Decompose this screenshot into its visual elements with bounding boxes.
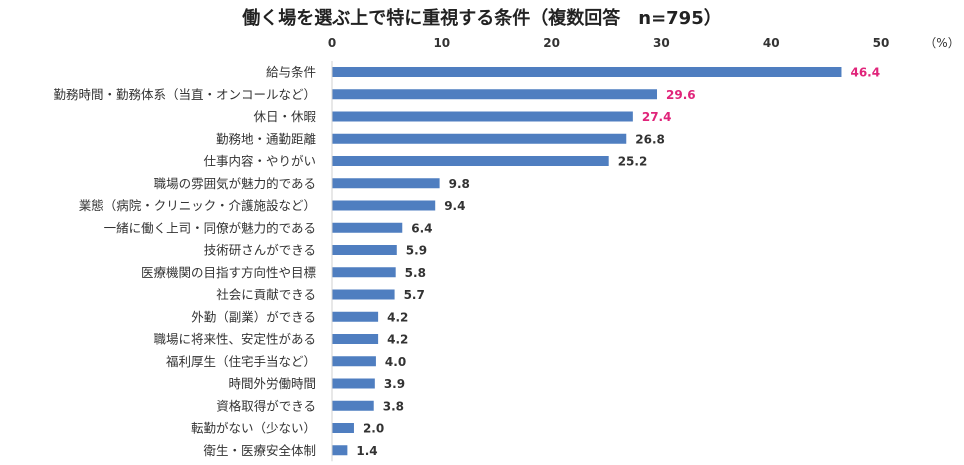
bar	[332, 311, 379, 322]
value-label: 4.2	[387, 333, 408, 347]
category-label: 給与条件	[266, 65, 316, 80]
x-tick-label: 50	[873, 36, 890, 50]
value-label: 27.4	[642, 110, 672, 124]
value-label: 3.9	[384, 377, 405, 391]
bar	[332, 445, 348, 456]
value-label: 9.8	[449, 177, 470, 191]
chart-title: 働く場を選ぶ上で特に重視する条件（複数回答 n=795）	[242, 8, 722, 29]
bar	[332, 267, 396, 278]
category-label: 休日・休暇	[253, 109, 316, 124]
category-label: 福利厚生（住宅手当など）	[166, 354, 316, 369]
category-label: 仕事内容・やりがい	[203, 154, 316, 169]
bar	[332, 156, 609, 166]
category-label: 勤務地・通勤距離	[216, 131, 317, 146]
bar	[332, 67, 842, 77]
category-label: 時間外労働時間	[228, 376, 316, 391]
bar	[332, 423, 354, 433]
category-label: 社会に貢献できる	[216, 287, 316, 302]
x-tick-label: 10	[433, 36, 450, 50]
bar	[332, 133, 627, 144]
bar	[332, 200, 436, 211]
bar	[332, 111, 633, 122]
x-tick-label: 20	[543, 36, 560, 50]
value-label: 1.4	[356, 444, 377, 458]
category-label: 業態（病院・クリニック・介護施設など）	[79, 198, 316, 213]
bar	[332, 245, 397, 255]
value-label: 9.4	[444, 199, 465, 213]
category-label: 勤務時間・勤務体系（当直・オンコールなど）	[53, 87, 316, 102]
bar	[332, 356, 376, 367]
bar	[332, 222, 403, 233]
value-label: 4.0	[385, 355, 406, 369]
bar	[332, 400, 374, 411]
x-tick-label: 0	[328, 36, 336, 50]
bar	[332, 89, 658, 100]
value-label: 3.8	[383, 399, 404, 413]
value-label: 26.8	[635, 132, 665, 146]
category-label: 資格取得ができる	[216, 398, 316, 413]
category-label: 外勤（副業）ができる	[191, 309, 316, 324]
category-label: 一緒に働く上司・同僚が魅力的である	[104, 220, 316, 235]
bar	[332, 378, 375, 389]
value-label: 29.6	[666, 88, 696, 102]
category-label: 転勤がない（少ない）	[191, 421, 316, 436]
category-label: 技術研さんができる	[204, 243, 316, 258]
bar	[332, 289, 395, 300]
value-label: 5.9	[406, 244, 427, 258]
value-label: 5.7	[404, 288, 425, 302]
category-label: 衛生・医療安全体制	[203, 443, 316, 458]
value-label: 4.2	[387, 310, 408, 324]
category-label: 医療機関の目指す方向性や目標	[141, 265, 317, 280]
category-label: 職場に将来性、安定性がある	[153, 332, 316, 347]
bar	[332, 178, 440, 189]
bar	[332, 334, 379, 344]
value-label: 2.0	[363, 422, 384, 436]
value-label: 6.4	[411, 221, 432, 235]
x-tick-label: 30	[653, 36, 670, 50]
value-label: 25.2	[618, 155, 648, 169]
category-label: 職場の雰囲気が魅力的である	[154, 176, 316, 191]
unit-label: （%）	[924, 36, 959, 50]
value-label: 5.8	[405, 266, 426, 280]
value-label: 46.4	[850, 66, 880, 80]
x-tick-label: 40	[763, 36, 780, 50]
